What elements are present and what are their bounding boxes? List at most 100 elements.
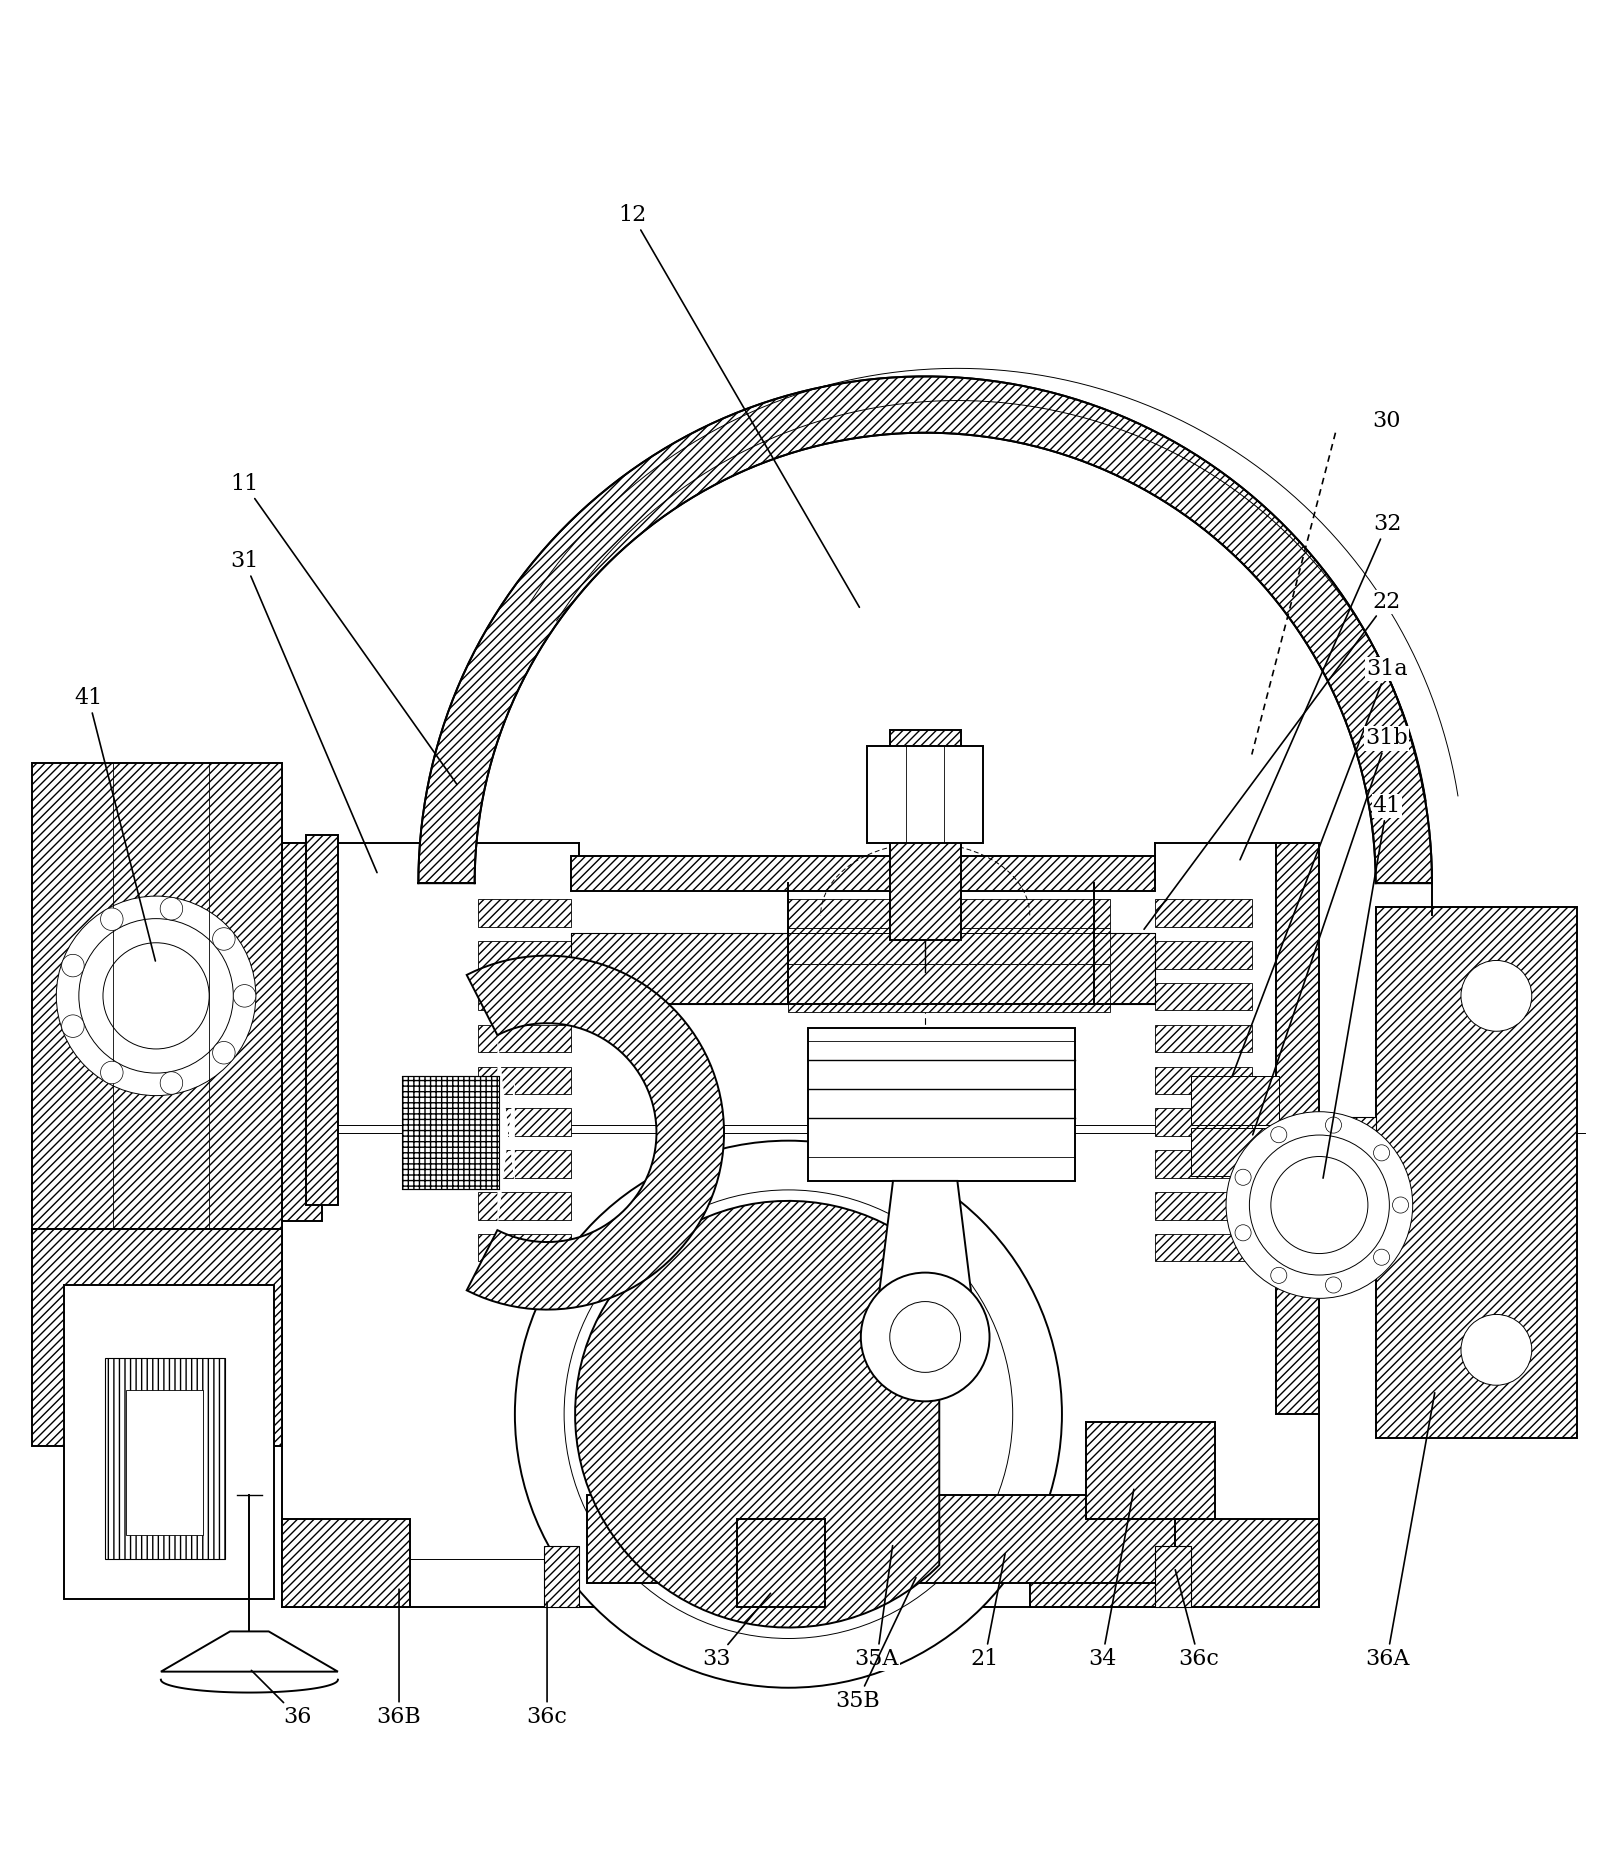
Circle shape — [1271, 1127, 1287, 1142]
Bar — [1376, 907, 1577, 1438]
Circle shape — [61, 954, 84, 976]
Bar — [1030, 1518, 1319, 1608]
Circle shape — [56, 896, 256, 1095]
Bar — [1155, 1025, 1252, 1053]
Bar — [544, 1546, 579, 1608]
Bar — [571, 855, 1155, 891]
Text: 36: 36 — [251, 1671, 312, 1727]
Bar — [1191, 1077, 1279, 1125]
Bar — [1094, 933, 1155, 1004]
Bar — [1155, 1067, 1252, 1094]
Polygon shape — [874, 1181, 977, 1338]
Circle shape — [233, 986, 256, 1008]
Bar — [478, 1108, 571, 1136]
Circle shape — [1326, 1276, 1342, 1293]
Text: 36A: 36A — [1364, 1394, 1435, 1669]
Text: 11: 11 — [230, 473, 457, 784]
Circle shape — [101, 907, 124, 930]
Bar — [478, 1192, 571, 1220]
Text: 22: 22 — [1144, 591, 1401, 930]
Bar — [478, 1233, 571, 1261]
Bar — [1155, 900, 1252, 926]
Circle shape — [1236, 1224, 1252, 1241]
Bar — [478, 1149, 571, 1177]
Circle shape — [79, 918, 233, 1073]
Text: 41: 41 — [1323, 796, 1401, 1177]
Bar — [571, 933, 788, 1004]
Bar — [478, 1067, 571, 1094]
Bar — [788, 928, 1110, 963]
Circle shape — [1271, 1267, 1287, 1284]
Bar — [64, 1285, 274, 1598]
Bar — [1155, 941, 1252, 969]
Bar — [126, 1390, 203, 1535]
Bar — [1155, 1149, 1252, 1177]
Circle shape — [1249, 1135, 1389, 1274]
Circle shape — [1226, 1112, 1413, 1299]
Circle shape — [1374, 1250, 1390, 1265]
Bar — [402, 1077, 499, 1189]
Bar — [788, 900, 1110, 928]
Bar — [282, 842, 322, 1220]
Bar — [788, 963, 1110, 1012]
Text: 21: 21 — [970, 1554, 1006, 1669]
Bar — [105, 1358, 225, 1559]
Bar — [1155, 1233, 1252, 1261]
Text: 36c: 36c — [526, 1602, 568, 1727]
Text: 12: 12 — [618, 205, 859, 607]
Bar — [1276, 842, 1319, 1414]
Polygon shape — [161, 1632, 338, 1671]
Bar — [1155, 1546, 1191, 1608]
Text: 31: 31 — [230, 550, 377, 872]
Bar — [890, 730, 961, 939]
Text: 41: 41 — [74, 687, 156, 961]
Circle shape — [1236, 1170, 1252, 1185]
Bar — [478, 900, 571, 926]
Circle shape — [1326, 1118, 1342, 1133]
Bar — [587, 1494, 909, 1584]
Text: 36c: 36c — [1175, 1571, 1220, 1669]
Circle shape — [890, 1302, 961, 1373]
Bar — [478, 984, 571, 1010]
Circle shape — [1461, 961, 1532, 1032]
Circle shape — [1271, 1157, 1368, 1254]
Text: 35B: 35B — [835, 1578, 916, 1712]
Bar — [1155, 984, 1252, 1010]
Circle shape — [161, 898, 183, 920]
Circle shape — [861, 1272, 990, 1401]
Text: 35A: 35A — [854, 1546, 899, 1669]
Bar — [1319, 1116, 1376, 1157]
Bar — [1155, 1108, 1252, 1136]
Polygon shape — [574, 1202, 940, 1628]
Circle shape — [100, 1062, 122, 1084]
Circle shape — [565, 1190, 1012, 1638]
Text: 31a: 31a — [1232, 658, 1408, 1077]
Bar — [32, 1230, 282, 1446]
Bar — [306, 835, 338, 1205]
Circle shape — [1392, 1198, 1408, 1213]
Polygon shape — [497, 1036, 515, 1230]
Circle shape — [103, 943, 209, 1049]
Circle shape — [212, 1041, 235, 1064]
Circle shape — [1374, 1144, 1390, 1161]
Circle shape — [161, 1071, 183, 1094]
Bar — [32, 762, 282, 1230]
Circle shape — [212, 928, 235, 950]
Bar — [282, 1518, 410, 1608]
Circle shape — [515, 1140, 1062, 1688]
Bar — [808, 1028, 1075, 1181]
Polygon shape — [467, 956, 724, 1310]
Text: 32: 32 — [1241, 514, 1401, 859]
Text: 36B: 36B — [377, 1589, 422, 1727]
Text: 30: 30 — [1372, 410, 1401, 432]
Circle shape — [1461, 1315, 1532, 1386]
Bar — [1155, 1192, 1252, 1220]
Bar — [867, 747, 983, 842]
Bar — [1086, 1421, 1215, 1518]
Bar — [478, 1025, 571, 1053]
Text: 34: 34 — [1088, 1489, 1134, 1669]
Bar — [909, 1494, 1175, 1584]
Circle shape — [61, 1015, 84, 1038]
Bar — [737, 1518, 825, 1608]
Bar — [1191, 1127, 1279, 1176]
